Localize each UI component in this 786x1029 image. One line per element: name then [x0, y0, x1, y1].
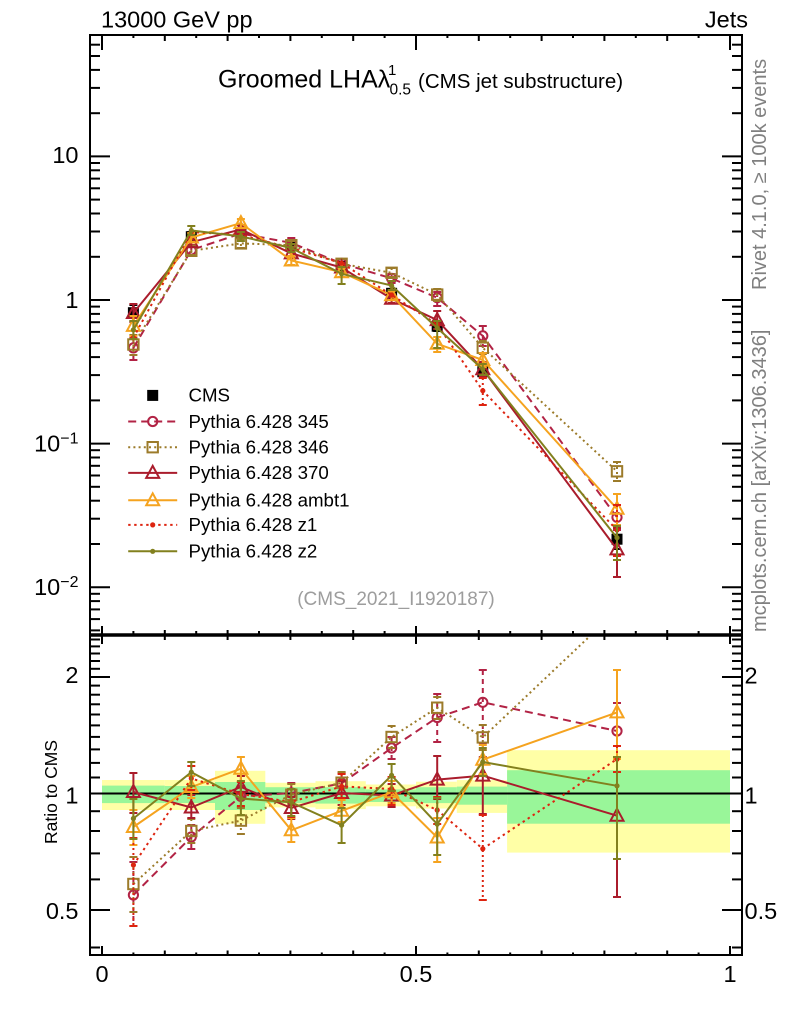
svg-text:0: 0: [95, 961, 108, 987]
svg-text:1: 1: [388, 62, 396, 79]
svg-text:10−2: 10−2: [34, 574, 78, 600]
svg-text:Pythia 6.428 370: Pythia 6.428 370: [189, 462, 329, 483]
svg-text:Groomed LHAλ: Groomed LHAλ: [218, 66, 391, 94]
svg-text:mcplots.cern.ch [arXiv:1306.34: mcplots.cern.ch [arXiv:1306.3436]: [749, 330, 771, 632]
svg-text:Pythia 6.428 345: Pythia 6.428 345: [189, 411, 329, 432]
svg-text:0.5: 0.5: [390, 82, 412, 99]
svg-text:Pythia 6.428 ambt1: Pythia 6.428 ambt1: [189, 490, 350, 511]
svg-text:CMS: CMS: [189, 385, 231, 406]
svg-text:1: 1: [65, 287, 78, 313]
svg-text:Jets: Jets: [705, 7, 748, 33]
svg-text:0.5: 0.5: [400, 961, 433, 987]
svg-text:Pythia 6.428 346: Pythia 6.428 346: [189, 437, 329, 458]
svg-text:(CMS jet substructure): (CMS jet substructure): [418, 70, 623, 93]
svg-text:1: 1: [65, 783, 78, 809]
svg-text:1: 1: [723, 961, 736, 987]
svg-text:0.5: 0.5: [745, 898, 778, 924]
svg-text:1: 1: [745, 783, 758, 809]
svg-text:13000 GeV pp: 13000 GeV pp: [101, 7, 253, 33]
svg-text:Pythia 6.428 z1: Pythia 6.428 z1: [189, 514, 318, 535]
svg-text:10−1: 10−1: [34, 431, 78, 457]
svg-text:2: 2: [745, 663, 758, 689]
svg-text:Rivet 4.1.0, ≥ 100k events: Rivet 4.1.0, ≥ 100k events: [749, 59, 771, 290]
svg-text:2: 2: [65, 662, 78, 688]
svg-text:Pythia 6.428 z2: Pythia 6.428 z2: [189, 541, 318, 562]
svg-text:0.5: 0.5: [46, 898, 79, 924]
svg-text:10: 10: [52, 142, 78, 168]
svg-text:Ratio to CMS: Ratio to CMS: [41, 740, 61, 844]
svg-text:(CMS_2021_I1920187): (CMS_2021_I1920187): [297, 589, 495, 610]
